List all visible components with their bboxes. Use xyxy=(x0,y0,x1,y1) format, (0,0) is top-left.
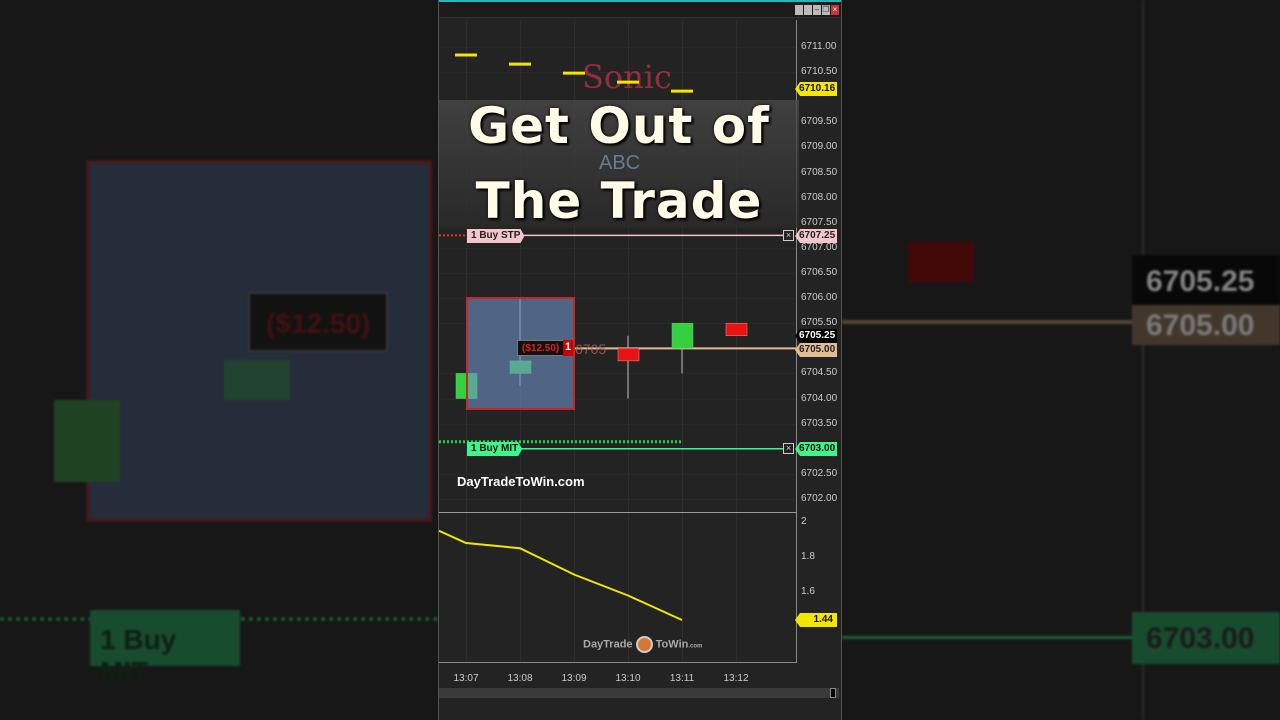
indicator-price-tag: 6710.16 xyxy=(795,82,837,96)
logo-icon xyxy=(635,636,653,653)
grid-line xyxy=(736,20,737,662)
scroll-right-button[interactable] xyxy=(830,688,836,698)
price-tick: 6711.00 xyxy=(801,41,837,52)
title-line-1: Get Out of xyxy=(468,97,770,155)
position-price-tag: 6705.00 xyxy=(795,343,837,357)
grid-line xyxy=(439,247,796,249)
price-tick: 6708.50 xyxy=(801,166,838,178)
buy-mit-price-tag: 6703.00 xyxy=(795,442,837,456)
price-tick: 6706.50 xyxy=(801,266,838,278)
grid-line xyxy=(439,423,796,425)
time-tick: 13:11 xyxy=(669,673,695,684)
price-tick: 6704.50 xyxy=(801,367,838,379)
blurred-background-right: 6705.25 6705.00 6703.00 xyxy=(842,0,1280,720)
grid-line xyxy=(439,272,796,274)
price-tick: 6707.00 xyxy=(801,241,838,253)
logo-suffix: .com xyxy=(688,643,703,650)
price-tick: 6703.50 xyxy=(801,417,838,429)
title-line-2: The Trade xyxy=(475,172,763,230)
time-tick: 13:07 xyxy=(453,673,479,684)
cancel-buy-mit-icon[interactable]: × xyxy=(783,443,794,454)
grid-line xyxy=(439,47,796,48)
window-titlebar: – ❐ × xyxy=(439,0,841,18)
grid-line xyxy=(439,473,796,475)
abc-watermark: ABC xyxy=(599,152,641,174)
title-band xyxy=(439,100,799,228)
price-tick: 6707.50 xyxy=(801,216,838,228)
pnl-label: ($12.50) xyxy=(517,340,565,356)
grid-line xyxy=(439,373,796,375)
price-tick: 6705.50 xyxy=(801,317,838,329)
current-price-tag: 6705.25 xyxy=(795,329,837,343)
chart-window: – ❐ × 6711.00 6710.50 6709.50 6709.00 6708.5… xyxy=(438,0,842,720)
candle xyxy=(617,348,640,362)
blurred-buy-mit: 1 Buy MIT xyxy=(90,610,240,687)
candle xyxy=(671,322,694,349)
price-tick: 6709.00 xyxy=(801,141,838,153)
time-tick: 13:08 xyxy=(507,673,533,684)
blurred-mit-price: 6703.00 xyxy=(1132,612,1280,664)
indicator-tick: 2 xyxy=(801,516,807,527)
buy-stop-order-label[interactable]: 1 Buy STP xyxy=(467,229,524,243)
grid-line xyxy=(439,298,796,300)
horizontal-scrollbar[interactable] xyxy=(439,688,839,698)
price-tick: 6710.50 xyxy=(801,66,838,78)
logo-left-text: DayTrade xyxy=(583,638,633,651)
grid-line xyxy=(439,498,796,500)
price-tick: 6708.00 xyxy=(801,191,838,203)
sonic-watermark: Sonic xyxy=(582,58,672,96)
indicator-line xyxy=(439,529,683,621)
minimize-icon[interactable]: – xyxy=(813,5,821,15)
grid-line xyxy=(439,323,796,325)
grid-line xyxy=(439,398,796,400)
entry-price-label: 6705 xyxy=(575,341,607,357)
grid-line xyxy=(439,72,796,74)
logo: DayTrade ToWin.com xyxy=(583,636,702,653)
pane-divider[interactable] xyxy=(439,512,797,513)
logo-right-text: ToWin xyxy=(655,638,689,651)
time-tick: 13:10 xyxy=(615,673,641,684)
restore-icon[interactable]: ❐ xyxy=(822,5,830,15)
buy-mit-order-label[interactable]: 1 Buy MIT xyxy=(467,442,522,456)
blurred-current-price: 6705.25 xyxy=(1132,255,1280,305)
price-tick: 6706.00 xyxy=(801,292,838,304)
candle xyxy=(725,322,748,337)
blurred-background-left: ($12.50) 1 Buy MIT xyxy=(0,0,438,720)
price-axis-line xyxy=(796,20,797,662)
price-tick: 6702.50 xyxy=(801,467,838,479)
window-button-1[interactable] xyxy=(795,5,803,15)
window-button-2[interactable] xyxy=(804,5,812,15)
close-icon[interactable]: × xyxy=(831,5,839,15)
time-tick: 13:09 xyxy=(561,673,587,684)
indicator-tick: 1.6 xyxy=(801,586,815,597)
indicator-tick: 1.8 xyxy=(801,551,815,562)
cancel-buy-stop-icon[interactable]: × xyxy=(783,230,794,241)
price-tick: 6704.00 xyxy=(801,392,838,404)
time-axis-line xyxy=(439,662,797,663)
blurred-pnl: ($12.50) xyxy=(248,292,388,352)
blurred-position-price: 6705.00 xyxy=(1132,305,1280,345)
position-qty[interactable]: 1 xyxy=(563,340,573,356)
time-tick: 13:12 xyxy=(723,673,749,684)
buy-stop-price-tag: 6707.25 xyxy=(795,229,837,243)
site-text: DayTradeToWin.com xyxy=(457,474,585,489)
price-tick: 6709.50 xyxy=(801,116,838,128)
indicator-value-tag: 1.44 xyxy=(795,613,837,627)
price-tick: 6702.00 xyxy=(801,492,838,504)
